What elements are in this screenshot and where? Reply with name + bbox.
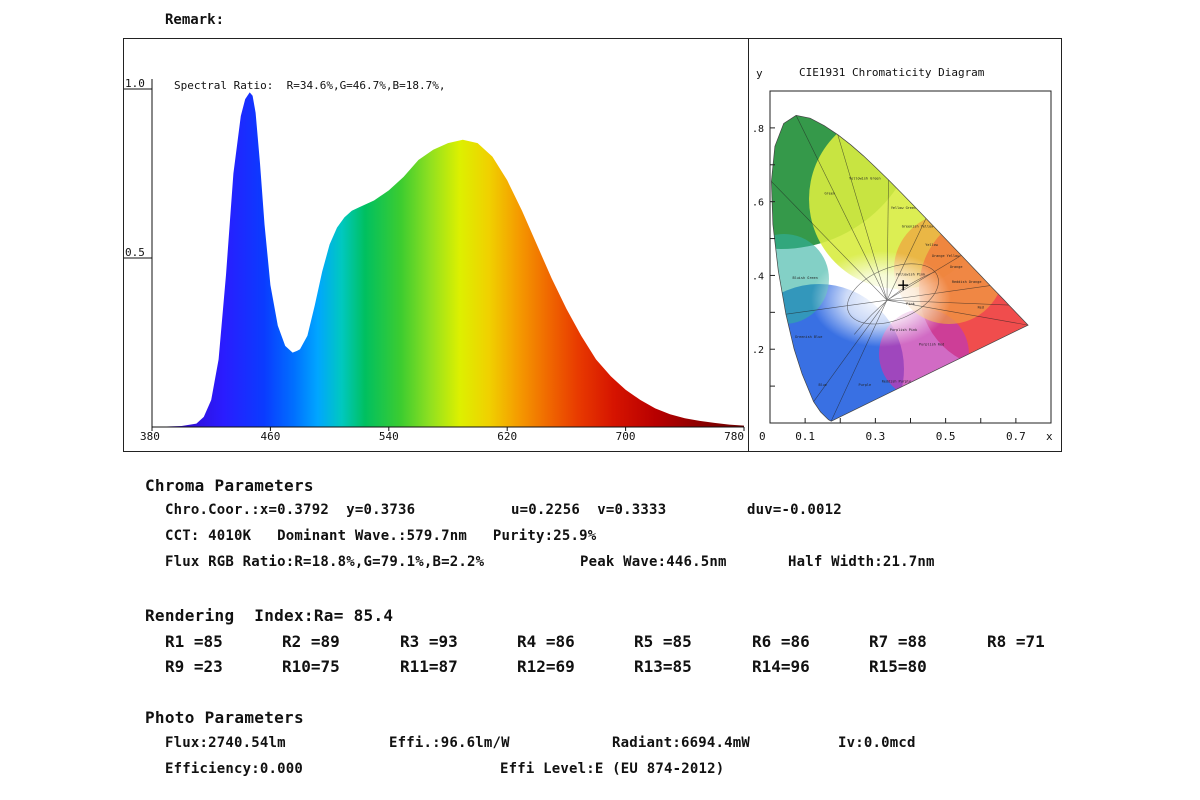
cie-isoline [785, 299, 888, 315]
cie-y-tick-label: .2 [752, 345, 764, 356]
cie-x-tick-label: 0.1 [795, 430, 815, 443]
spectrum-x-tick-label: 700 [616, 430, 636, 443]
cie-color-region: Green Yellowish Green Yellow Green Greenish… [771, 115, 1029, 422]
cie-x-axis-label: x [1046, 430, 1053, 443]
half-width: Half Width:21.7nm [788, 554, 935, 570]
cie-isoline [813, 299, 888, 402]
cie-isoline [886, 285, 991, 301]
cie-region-label: Bluish Green [792, 276, 817, 280]
spectrum-y-tick-label: 1.0 [125, 77, 145, 90]
chroma-duv: duv=-0.0012 [747, 502, 842, 518]
cie-y-tick-label: .6 [752, 198, 764, 209]
cie-region-label: Greenish Yellow [902, 224, 935, 228]
cie-region-label: Yellowish Green [849, 177, 881, 181]
cie-white-region-boundary [847, 263, 939, 325]
cie-region-label: Red [978, 306, 984, 310]
cie-region-label: Purplish Pink [890, 328, 918, 332]
iv-value: Iv:0.0mcd [838, 735, 916, 751]
cie-region-label: Blue [818, 383, 826, 387]
rendering-index-r14: R14=96 [752, 657, 810, 676]
cie-x-tick-label: 0.3 [865, 430, 885, 443]
rendering-index-r6: R6 =86 [752, 632, 810, 651]
cie-title: CIE1931 Chromaticity Diagram [799, 66, 985, 79]
rendering-index-r11: R11=87 [400, 657, 458, 676]
cie-isoline [886, 299, 1009, 306]
cie-y-tick-label: .8 [752, 124, 764, 135]
rendering-index-heading: Rendering Index:Ra= 85.4 [145, 606, 394, 625]
cie-region-label: Yellow Green [891, 206, 916, 210]
cie-region-label: Orange Yellow [932, 254, 960, 258]
chromaticity-point-marker [898, 280, 909, 291]
rendering-index-r5: R5 =85 [634, 632, 692, 651]
spectrum-axes: 1.0 0.5 380 460 540 620 700 780 [124, 77, 745, 443]
cie-region-label: Greenish Blue [795, 335, 822, 339]
spectrum-x-tick-label: 780 [724, 430, 744, 443]
rendering-index-r1: R1 =85 [165, 632, 223, 651]
efficacy-value: Effi.:96.6lm/W [389, 735, 510, 751]
rendering-index-r15: R15=80 [869, 657, 927, 676]
chroma-cct-dominant: CCT: 4010K Dominant Wave.:579.7nm Purity… [165, 528, 597, 544]
cie-y-tick-label: .4 [752, 271, 764, 282]
cie-region-label: Purple [859, 383, 872, 387]
cie-x-tick-label: 0 [759, 430, 766, 443]
cie-isoline [886, 179, 889, 301]
cie-isoline [886, 299, 1029, 326]
spectral-ratio-label: Spectral Ratio: R=34.6%,G=46.7%,B=18.7%, [174, 79, 446, 92]
cie-axes: 0 0.1 0.3 0.5 0.7 .8 .6 .4 .2 [752, 90, 1052, 443]
cie-region-label: Orange [950, 265, 963, 269]
cie-region-label: Yellowish Pink [896, 272, 926, 276]
planckian-locus [854, 271, 936, 335]
cie-x-tick-label: 0.5 [936, 430, 956, 443]
cie-isoline [886, 218, 927, 301]
cie-region-label: Reddish Purple [882, 379, 912, 383]
cie-region-label: Yellow [925, 243, 939, 247]
rendering-index-r4: R4 =86 [517, 632, 575, 651]
cie-isoline [830, 300, 888, 422]
rendering-index-r9: R9 =23 [165, 657, 223, 676]
rendering-index-r13: R13=85 [634, 657, 692, 676]
cie-region-labels: Green Yellowish Green Yellow Green Greenish… [792, 177, 983, 388]
rendering-index-r3: R3 =93 [400, 632, 458, 651]
spectrum-area [152, 92, 744, 428]
rendering-index-r2: R2 =89 [282, 632, 340, 651]
spectrum-x-tick-label: 460 [260, 430, 280, 443]
rendering-index-r10: R10=75 [282, 657, 340, 676]
spectrum-chart: 1.0 0.5 380 460 540 620 700 780 Spectral Ratio:… [124, 77, 745, 443]
cie-panel: CIE1931 Chromaticity Diagram y x Green Ye… [748, 38, 1062, 452]
cie-isoline [837, 134, 888, 301]
cie-isoline [771, 181, 888, 301]
rendering-index-r8: R8 =71 [987, 632, 1045, 651]
photo-heading: Photo Parameters [145, 708, 304, 727]
chroma-heading: Chroma Parameters [145, 476, 314, 495]
flux-value: Flux:2740.54lm [165, 735, 286, 751]
effi-level-value: Effi Level:E (EU 874-2012) [500, 761, 725, 777]
rendering-index-r12: R12=69 [517, 657, 575, 676]
efficiency-value: Efficiency:0.000 [165, 761, 304, 777]
cie-region-label: Pink [906, 302, 915, 306]
remark-label: Remark: [165, 12, 225, 28]
chroma-uv: u=0.2256 v=0.3333 [511, 502, 667, 518]
chroma-coordinates: Chro.Coor.:x=0.3792 y=0.3736 [165, 502, 416, 518]
spectrum-x-tick-label: 620 [497, 430, 517, 443]
cie-region-label: Green [824, 191, 835, 195]
flux-rgb-ratio: Flux RGB Ratio:R=18.8%,G=79.1%,B=2.2% [165, 554, 485, 570]
peak-wave: Peak Wave:446.5nm [580, 554, 727, 570]
cie-isoline [886, 255, 962, 301]
cie-y-axis-label: y [756, 67, 763, 80]
cie-x-tick-label: 0.7 [1006, 430, 1026, 443]
cie-region-label: Reddish Orange [952, 280, 982, 284]
spectrum-x-tick-label: 540 [379, 430, 399, 443]
spectrum-y-tick-label: 0.5 [125, 246, 145, 259]
cie-region-label: Purplish Red [919, 343, 944, 347]
spectrum-panel: 1.0 0.5 380 460 540 620 700 780 Spectral Ratio:… [123, 38, 749, 452]
cie-chromaticity-chart: CIE1931 Chromaticity Diagram y x Green Ye… [752, 66, 1053, 443]
spectrum-x-tick-label: 380 [140, 430, 160, 443]
cie-isoline [795, 115, 888, 301]
spectral-locus [771, 115, 1029, 422]
radiant-value: Radiant:6694.4mW [612, 735, 751, 751]
cie-region-boundaries [771, 115, 1029, 422]
rendering-index-r7: R7 =88 [869, 632, 927, 651]
